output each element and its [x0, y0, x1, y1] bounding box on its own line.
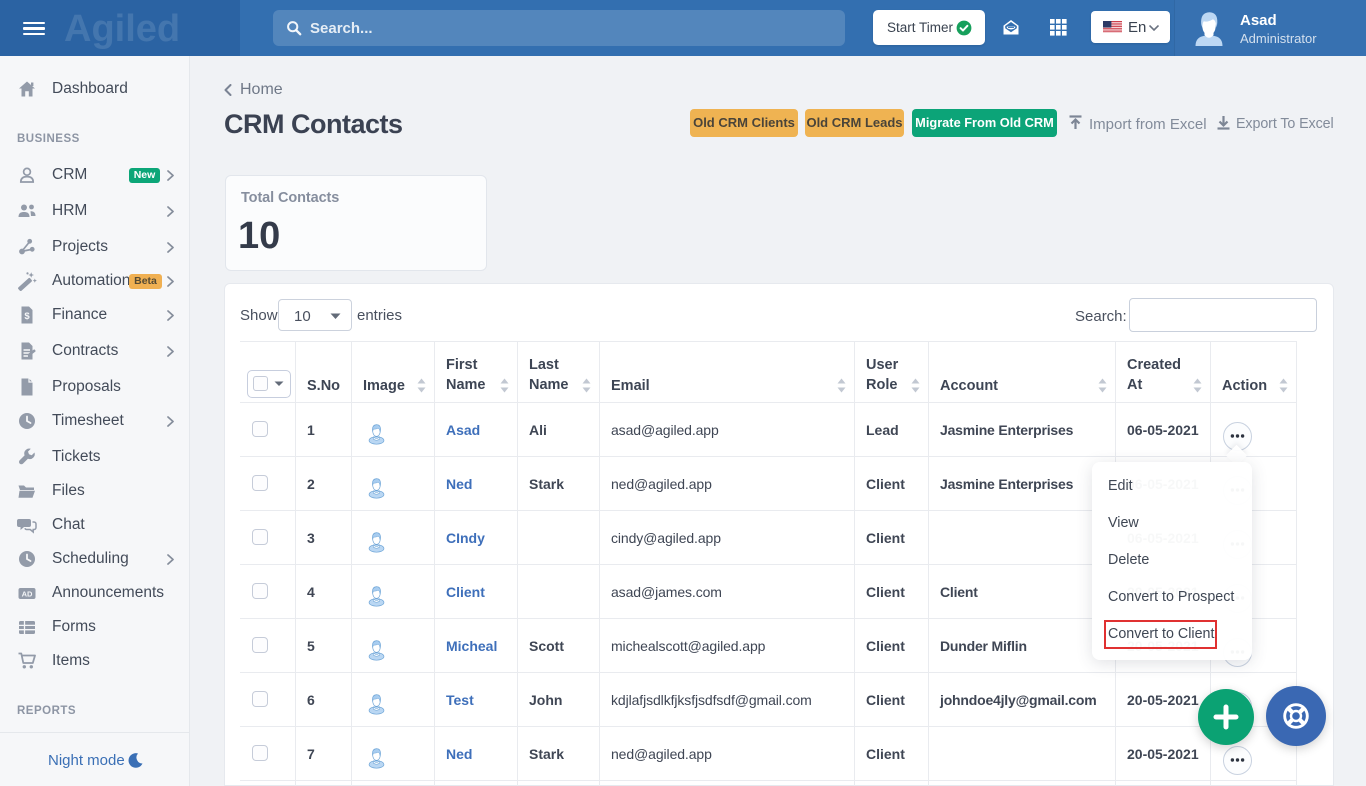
- svg-text:$: $: [24, 311, 30, 322]
- svg-text:AD: AD: [22, 590, 33, 599]
